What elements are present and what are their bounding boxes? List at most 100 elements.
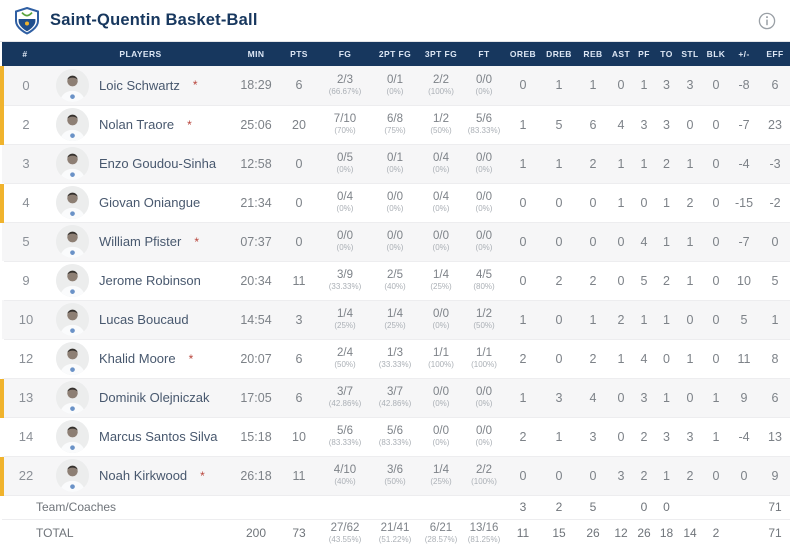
stat-pf: 3 — [633, 378, 655, 418]
player-row[interactable]: 5 William Pfister * 07:37 0 0/0 (0%) 0/0 (0%) 0/… — [2, 222, 790, 262]
player-photo-icon — [56, 225, 89, 258]
stat-fg: 1/4 (25%) — [319, 300, 371, 340]
stat-min: 17:05 — [233, 378, 279, 418]
player-name: Jerome Robinson — [99, 273, 201, 288]
stat-ft-percentage: (100%) — [471, 477, 497, 487]
player-number: 0 — [0, 66, 48, 106]
stat-3pt-fg-percentage: (0%) — [432, 165, 450, 175]
player-row[interactable]: 4 Giovan Oniangue 21:34 0 0/4 (0%) 0/0 (0%) 0/4… — [0, 183, 790, 223]
stat-ft-percentage: (0%) — [475, 204, 493, 214]
stat-fg: 2/3 (66.67%) — [319, 66, 371, 106]
stat-stl: 0 — [678, 105, 702, 145]
stat-pts: 0 — [279, 183, 319, 223]
info-icon[interactable] — [758, 12, 776, 30]
stat-ft-percentage: (0%) — [475, 165, 493, 175]
stat-ft: 0/0 (0%) — [463, 183, 505, 223]
stat-plus-minus: -15 — [730, 183, 758, 223]
stat-ft-percentage: (81.25%) — [467, 534, 501, 544]
stat-3pt-fg: 1/1 (100%) — [419, 339, 463, 379]
player-number: 14 — [2, 417, 48, 457]
stat-3pt-fg-made-attempted: 1/4 — [433, 269, 449, 282]
player-row[interactable]: 3 Enzo Goudou-Sinha 12:58 0 0/5 (0%) 0/1 (0%) 0… — [2, 144, 790, 184]
stat-3pt-fg: 6/21 (28.57%) — [419, 519, 463, 547]
stat-ft-percentage: (83.33%) — [467, 126, 501, 136]
stat-eff: 5 — [758, 261, 790, 301]
player-row[interactable]: 14 Marcus Santos Silva 15:18 10 5/6 (83.33%)… — [2, 417, 790, 457]
total-label: TOTAL — [2, 519, 233, 547]
player-row[interactable]: 12 Khalid Moore * 20:07 6 2/4 (50%) 1/3 (33.33%… — [2, 339, 790, 379]
stat-ft: 0/0 (0%) — [463, 417, 505, 457]
stat-reb: 1 — [577, 66, 609, 106]
stat-eff: 71 — [758, 495, 790, 520]
stat-fg-made-attempted: 3/7 — [337, 386, 353, 399]
stat-3pt-fg: 2/2 (100%) — [419, 66, 463, 106]
player-row[interactable]: 0 Loic Schwartz * 18:29 6 2/3 (66.67%) 0/1 (0%)… — [0, 66, 790, 106]
stat-ft-percentage: (80%) — [473, 282, 495, 292]
stat-oreb: 1 — [505, 378, 541, 418]
stat-eff: 0 — [758, 222, 790, 262]
stat-2pt-fg-percentage: (42.86%) — [378, 399, 412, 409]
stat-min: 20:07 — [233, 339, 279, 379]
player-row[interactable]: 2 Nolan Traore * 25:06 20 7/10 (70%) 6/8 (75%) 1… — [0, 105, 790, 145]
player-row[interactable]: 22 Noah Kirkwood * 26:18 11 4/10 (40%) 3/6 (50%… — [0, 456, 790, 496]
column-header-eff: EFF — [758, 42, 790, 66]
player-avatar — [56, 68, 89, 102]
player-photo-icon — [56, 108, 89, 141]
column-header-oreb: OREB — [505, 42, 541, 66]
stat-3pt-fg-percentage: (0%) — [432, 321, 450, 331]
stat-2pt-fg-percentage: (83.33%) — [378, 438, 412, 448]
stat-pts: 10 — [279, 417, 319, 457]
stat-ast: 1 — [609, 144, 633, 184]
stat-stl: 14 — [678, 519, 702, 547]
player-photo-icon — [56, 459, 89, 492]
stat-blk — [702, 495, 730, 520]
player-avatar — [56, 225, 89, 258]
stat-to: 1 — [655, 300, 678, 340]
player-name: Giovan Oniangue — [99, 195, 201, 210]
stat-pts: 6 — [279, 378, 319, 418]
stat-dreb: 1 — [541, 417, 577, 457]
player-row[interactable]: 10 Lucas Boucaud 14:54 3 1/4 (25%) 1/4 (25%) 0/… — [2, 300, 790, 340]
stat-2pt-fg-percentage: (0%) — [386, 87, 404, 97]
stat-3pt-fg-made-attempted: 1/4 — [433, 464, 449, 477]
column-header-ast: AST — [609, 42, 633, 66]
stat-fg-percentage: (33.33%) — [328, 282, 362, 292]
stat-3pt-fg-percentage: (50%) — [430, 126, 452, 136]
stat-ft: 2/2 (100%) — [463, 456, 505, 496]
stat-eff: 13 — [758, 417, 790, 457]
stat-ft-percentage: (0%) — [475, 87, 493, 97]
player-photo-icon — [56, 68, 89, 102]
stat-fg-percentage: (42.86%) — [328, 399, 362, 409]
stat-fg-percentage: (83.33%) — [328, 438, 362, 448]
stat-dreb: 0 — [541, 339, 577, 379]
column-header-stl: STL — [678, 42, 702, 66]
stat-to: 2 — [655, 261, 678, 301]
stat-ft — [463, 495, 505, 520]
stat-3pt-fg-percentage: (100%) — [428, 87, 454, 97]
stat-plus-minus: -8 — [730, 66, 758, 106]
player-row[interactable]: 9 Jerome Robinson 20:34 11 3/9 (33.33%) 2/5 (4… — [2, 261, 790, 301]
player-number: 13 — [0, 378, 48, 418]
stat-reb: 6 — [577, 105, 609, 145]
stat-ft-made-attempted: 0/0 — [476, 152, 492, 165]
stat-plus-minus: -4 — [730, 417, 758, 457]
stat-reb: 5 — [577, 495, 609, 520]
stat-pf: 2 — [633, 417, 655, 457]
table-header-row: # PLAYERS MIN PTS FG 2PT FG 3PT FG FT OREB DREB RE… — [2, 42, 790, 66]
stat-pts — [279, 495, 319, 520]
stat-eff: 23 — [758, 105, 790, 145]
box-score-table: # PLAYERS MIN PTS FG 2PT FG 3PT FG FT OREB DREB RE… — [0, 42, 790, 547]
player-name: Lucas Boucaud — [99, 312, 189, 327]
player-row[interactable]: 13 Dominik Olejniczak 17:05 6 3/7 (42.86%) 3/… — [0, 378, 790, 418]
stat-ast: 4 — [609, 105, 633, 145]
stat-reb: 1 — [577, 300, 609, 340]
stat-2pt-fg: 1/4 (25%) — [371, 300, 419, 340]
stat-pf: 26 — [633, 519, 655, 547]
stat-ft-percentage: (100%) — [471, 360, 497, 370]
stat-ast: 0 — [609, 222, 633, 262]
stat-fg-percentage: (25%) — [334, 321, 356, 331]
starter-mark: * — [187, 117, 192, 132]
player-photo-icon — [56, 264, 89, 297]
stat-stl — [678, 495, 702, 520]
stat-blk: 1 — [702, 378, 730, 418]
